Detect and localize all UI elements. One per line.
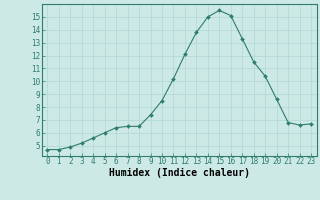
X-axis label: Humidex (Indice chaleur): Humidex (Indice chaleur): [109, 168, 250, 178]
